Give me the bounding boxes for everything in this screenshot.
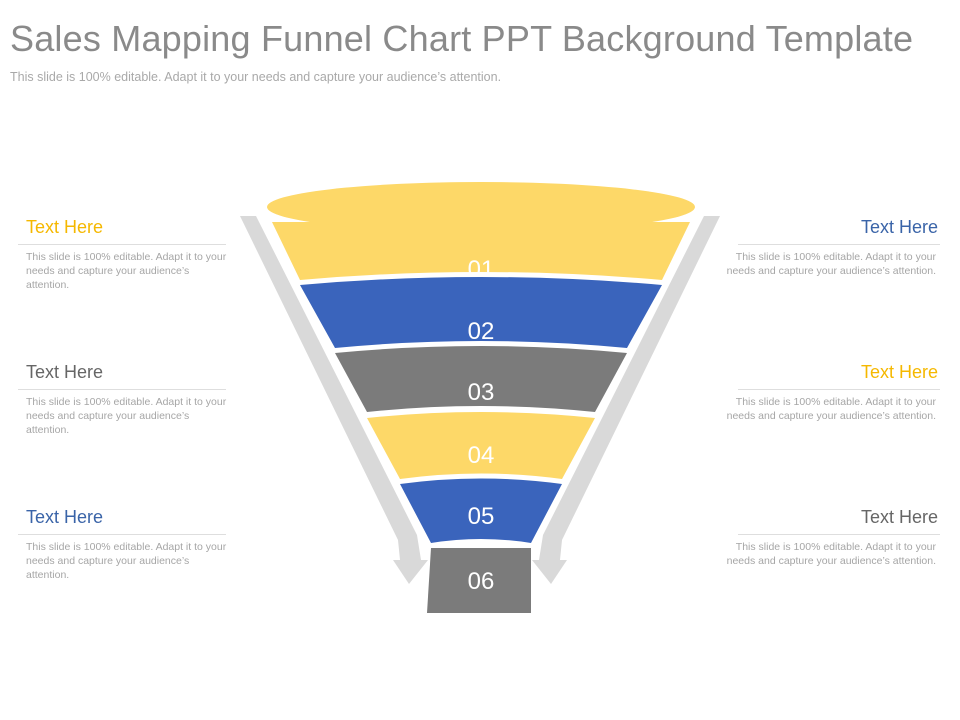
- funnel-stage-03: [335, 346, 627, 412]
- block-heading: Text Here: [18, 217, 226, 245]
- left-text-block-3: Text Here This slide is 100% editable. A…: [18, 507, 230, 582]
- right-text-block-1: Text Here This slide is 100% editable. A…: [726, 217, 940, 278]
- block-body: This slide is 100% editable. Adapt it to…: [26, 251, 227, 291]
- funnel-stage-06: [427, 548, 531, 613]
- block-heading: Text Here: [18, 362, 226, 390]
- slide-title: Sales Mapping Funnel Chart PPT Backgroun…: [10, 18, 914, 59]
- stage-label-02: 02: [468, 318, 495, 345]
- funnel-top-ellipse: [267, 182, 695, 232]
- block-heading: Text Here: [18, 507, 226, 535]
- left-text-block-2: Text Here This slide is 100% editable. A…: [18, 362, 230, 437]
- left-arrow: [240, 216, 428, 584]
- funnel-stage-01: [272, 222, 690, 280]
- funnel-stage-05: [400, 478, 562, 543]
- block-heading: Text Here: [738, 362, 940, 390]
- funnel-stage-02: [300, 277, 662, 348]
- block-body: This slide is 100% editable. Adapt it to…: [726, 396, 936, 422]
- left-text-block-1: Text Here This slide is 100% editable. A…: [18, 217, 230, 292]
- slide-subtitle: This slide is 100% editable. Adapt it to…: [10, 70, 502, 84]
- block-heading: Text Here: [738, 507, 940, 535]
- block-body: This slide is 100% editable. Adapt it to…: [26, 541, 227, 581]
- funnel-stage-04: [367, 412, 595, 479]
- stage-label-03: 03: [468, 379, 495, 406]
- right-text-block-2: Text Here This slide is 100% editable. A…: [726, 362, 940, 423]
- stage-label-06: 06: [468, 568, 495, 595]
- stage-label-05: 05: [468, 503, 495, 530]
- right-arrow: [532, 216, 720, 584]
- block-body: This slide is 100% editable. Adapt it to…: [726, 541, 936, 567]
- stage-label-04: 04: [468, 442, 495, 469]
- stage-label-01: 01: [468, 256, 495, 283]
- right-text-block-3: Text Here This slide is 100% editable. A…: [726, 507, 940, 568]
- block-heading: Text Here: [738, 217, 940, 245]
- block-body: This slide is 100% editable. Adapt it to…: [26, 396, 227, 436]
- block-body: This slide is 100% editable. Adapt it to…: [726, 251, 936, 277]
